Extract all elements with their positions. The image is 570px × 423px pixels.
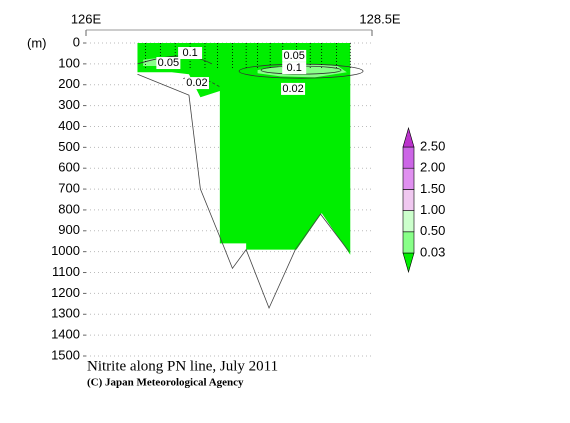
colorbar-label: 0.03 xyxy=(420,244,445,259)
colorbar-low xyxy=(402,252,415,274)
contour-label: 0.1 xyxy=(182,47,197,59)
colorbar-high xyxy=(402,126,415,148)
contour-label-bg xyxy=(281,82,306,95)
colorbar-box xyxy=(402,146,415,169)
y-tick-label: 1400 xyxy=(51,327,80,342)
y-tick-label: 1100 xyxy=(52,264,80,279)
y-tick-label: 100 xyxy=(58,55,80,70)
colorbar-box xyxy=(402,231,415,254)
y-tick-label: 500 xyxy=(58,139,80,154)
contour-label: 0.05 xyxy=(283,50,304,62)
contour-label-bg xyxy=(184,77,209,90)
colorbar-label: 1.00 xyxy=(420,202,445,217)
y-tick-label: 1200 xyxy=(51,285,80,300)
colorbar-label: 2.00 xyxy=(420,160,445,175)
contour-label-bg xyxy=(156,57,181,70)
colorbar-box xyxy=(402,210,415,233)
y-tick-label: 400 xyxy=(58,118,80,133)
y-tick-label: 0 xyxy=(73,34,80,49)
contour-label: 0.02 xyxy=(282,83,303,95)
contour-label: 0.02 xyxy=(186,77,207,89)
y-axis-label: (m) xyxy=(27,35,47,50)
y-tick-label: 300 xyxy=(58,97,80,112)
colorbar-label: 2.50 xyxy=(420,138,445,153)
y-tick-label: 200 xyxy=(58,76,80,91)
x-tick-label: 128.5E xyxy=(359,11,401,26)
y-tick-label: 1500 xyxy=(51,347,80,362)
contour-region xyxy=(137,43,351,255)
contour-label: 0.05 xyxy=(158,57,179,69)
y-tick-label: 1000 xyxy=(51,243,80,258)
y-tick-label: 900 xyxy=(58,222,80,237)
contour-label-bg xyxy=(282,62,307,75)
contour-label: 0.1 xyxy=(287,62,302,74)
y-tick-label: 800 xyxy=(58,201,80,216)
colorbar-box xyxy=(402,189,415,211)
bottom-line xyxy=(137,73,350,310)
x-tick-label: 126E xyxy=(71,11,102,26)
colorbar-label: 0.50 xyxy=(420,223,445,238)
colorbar-label: 1.50 xyxy=(420,181,445,196)
contour-label-bg xyxy=(282,49,307,62)
y-tick-label: 600 xyxy=(58,160,80,175)
y-tick-label: 1300 xyxy=(51,306,80,321)
contour-label-bg xyxy=(178,47,203,60)
credit: (C) Japan Meteorological Agency xyxy=(87,377,244,389)
chart-title: Nitrite along PN line, July 2011 xyxy=(87,358,278,374)
y-tick-label: 700 xyxy=(58,181,80,196)
colorbar-box xyxy=(402,167,415,190)
